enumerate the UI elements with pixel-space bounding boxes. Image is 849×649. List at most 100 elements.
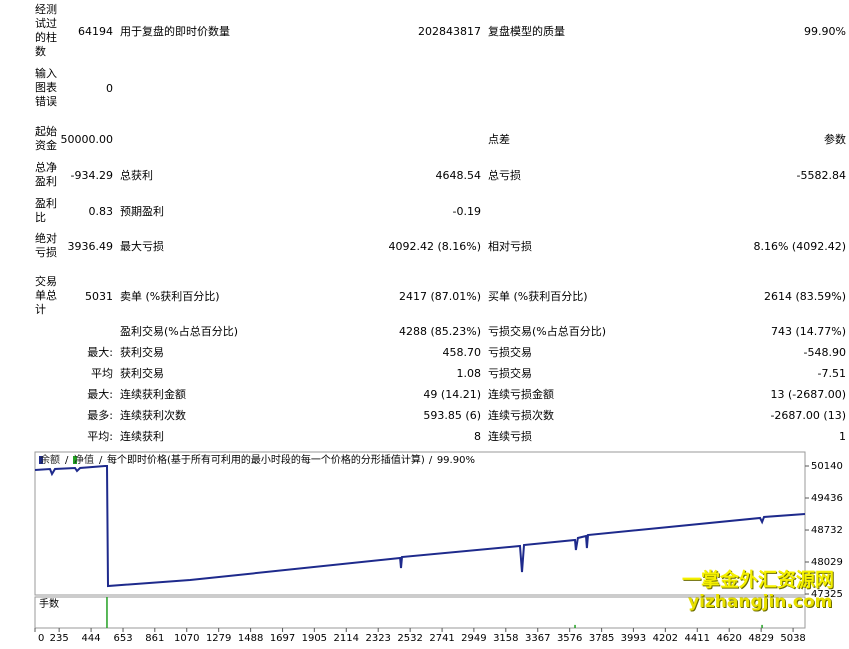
field-value: 4648.54 <box>435 168 482 182</box>
field-label: 交易单总计 <box>35 275 57 316</box>
field-value: 743 (14.77%) <box>770 324 846 338</box>
field-label: 用于复盘的即时价数量 <box>120 25 230 38</box>
field-label: 绝对亏损 <box>35 232 57 259</box>
field-label: 总亏损 <box>488 169 521 182</box>
field-label: 起始资金 <box>35 125 57 152</box>
field-value: 最多: <box>87 409 113 422</box>
field-value: 2614 (83.59%) <box>763 289 846 303</box>
field-label: 连续亏损 <box>488 430 532 443</box>
field-value: 8.16% (4092.42) <box>753 239 846 253</box>
field-value: 4288 (85.23%) <box>398 324 481 338</box>
field-label: 卖单 (%获利百分比) <box>120 290 220 303</box>
watermark-en: yizhangjin.com <box>688 592 833 612</box>
field-value: 参数 <box>824 133 846 146</box>
field-value: 50000.00 <box>60 132 114 146</box>
report-row: 最大: 获利交易 458.70 亏损交易 -548.90 <box>0 343 849 361</box>
x-tick-label: 861 <box>145 633 164 644</box>
field-label: 点差 <box>488 133 510 146</box>
field-value: 1 <box>839 429 846 443</box>
x-tick-label: 235 <box>50 633 69 644</box>
field-label: 连续获利次数 <box>120 409 186 422</box>
field-value: 99.90% <box>804 24 846 38</box>
report-row: 平均 获利交易 1.08 亏损交易 -7.51 <box>0 364 849 382</box>
field-label: 总净盈利 <box>35 161 57 188</box>
y-tick-label: 50140 <box>811 461 843 472</box>
field-value: -5582.84 <box>796 168 846 182</box>
field-label: 预期盈利 <box>120 205 164 218</box>
field-value: 最大: <box>87 346 113 359</box>
field-value: -2687.00 (13) <box>770 408 846 422</box>
legend-icon <box>73 456 77 464</box>
volume-frame <box>34 596 806 629</box>
field-label: 经测试过的柱数 <box>35 3 57 58</box>
x-tick-label: 653 <box>113 633 132 644</box>
x-tick-label: 4202 <box>653 633 678 644</box>
field-value: 64194 <box>78 24 113 38</box>
x-tick-label: 2741 <box>429 633 454 644</box>
field-value: 1.08 <box>456 366 482 380</box>
field-label: 总获利 <box>120 169 153 182</box>
field-label: 输入图表错误 <box>35 67 57 108</box>
x-tick-label: 2949 <box>461 633 486 644</box>
field-value: 平均 <box>91 367 113 380</box>
field-label: 买单 (%获利百分比) <box>488 290 588 303</box>
x-tick-label: 5038 <box>780 633 805 644</box>
field-label: 连续亏损金额 <box>488 388 554 401</box>
x-tick-label: 1697 <box>270 633 295 644</box>
legend-icon <box>39 456 43 464</box>
y-tick-label: 48029 <box>811 557 843 568</box>
field-label: 亏损交易(%占总百分比) <box>488 325 607 338</box>
field-value: 49 (14.21) <box>423 387 481 401</box>
y-tick-label: 47325 <box>811 589 843 600</box>
field-value: 最大: <box>87 388 113 401</box>
field-value: -7.51 <box>817 366 846 380</box>
plot-frame <box>34 451 806 596</box>
field-value: 0.83 <box>88 204 114 218</box>
x-tick-label: 3785 <box>589 633 614 644</box>
volume-label: 手数 <box>39 597 59 610</box>
x-tick-label: 444 <box>82 633 101 644</box>
field-value: -548.90 <box>803 345 846 359</box>
report-row: 最大: 连续获利金额 49 (14.21) 连续亏损金额 13 (-2687.00) <box>0 385 849 403</box>
legend-separator: / <box>99 455 103 466</box>
legend-quality: 99.90% <box>437 455 475 466</box>
field-label: 获利交易 <box>120 346 164 359</box>
field-value: -0.19 <box>452 204 481 218</box>
report-row: 盈利比 0.83 预期盈利 -0.19 <box>0 196 849 226</box>
report-row: 最多: 连续获利次数 593.85 (6) 连续亏损次数 -2687.00 (13) <box>0 406 849 424</box>
y-tick-label: 48732 <box>811 525 843 536</box>
field-label: 获利交易 <box>120 367 164 380</box>
legend-label: 净值 <box>74 453 94 466</box>
field-label: 亏损交易 <box>488 346 532 359</box>
x-tick-label: 4620 <box>716 633 741 644</box>
field-label: 相对亏损 <box>488 240 532 253</box>
x-tick-label: 2114 <box>334 633 359 644</box>
report-row: 起始资金 50000.00 点差 参数 <box>0 124 849 154</box>
field-value: 593.85 (6) <box>423 408 481 422</box>
x-tick-label: 1905 <box>302 633 327 644</box>
field-value: -934.29 <box>70 168 113 182</box>
x-tick-label: 1070 <box>174 633 199 644</box>
x-tick-label: 3576 <box>557 633 582 644</box>
x-tick-label: 0 <box>38 633 44 644</box>
report-row: 经测试过的柱数 64194 用于复盘的即时价数量 202843817 复盘模型的质量 99… <box>0 3 849 58</box>
x-tick-label: 1488 <box>238 633 263 644</box>
field-label: 连续获利 <box>120 430 164 443</box>
field-value: 8 <box>474 429 481 443</box>
x-tick-label: 2532 <box>397 633 422 644</box>
field-value: 平均: <box>87 430 113 443</box>
report-row: 总净盈利 -934.29 总获利 4648.54 总亏损 -5582.84 <box>0 160 849 190</box>
field-value: 13 (-2687.00) <box>770 387 846 401</box>
field-value: 0 <box>106 81 113 95</box>
watermark-cn: 一掌金外汇资源网 <box>682 569 835 591</box>
legend-label: 余额 <box>40 453 60 466</box>
x-tick-label: 3367 <box>525 633 550 644</box>
report-row: 绝对亏损 3936.49 最大亏损 4092.42 (8.16%) 相对亏损 8.16% … <box>0 231 849 261</box>
report-row: 盈利交易(%占总百分比) 4288 (85.23%) 亏损交易(%占总百分比) 743… <box>0 322 849 340</box>
x-tick-label: 4411 <box>685 633 710 644</box>
field-label: 连续获利金额 <box>120 388 186 401</box>
field-value: 4092.42 (8.16%) <box>388 239 481 253</box>
field-label: 最大亏损 <box>120 240 164 253</box>
